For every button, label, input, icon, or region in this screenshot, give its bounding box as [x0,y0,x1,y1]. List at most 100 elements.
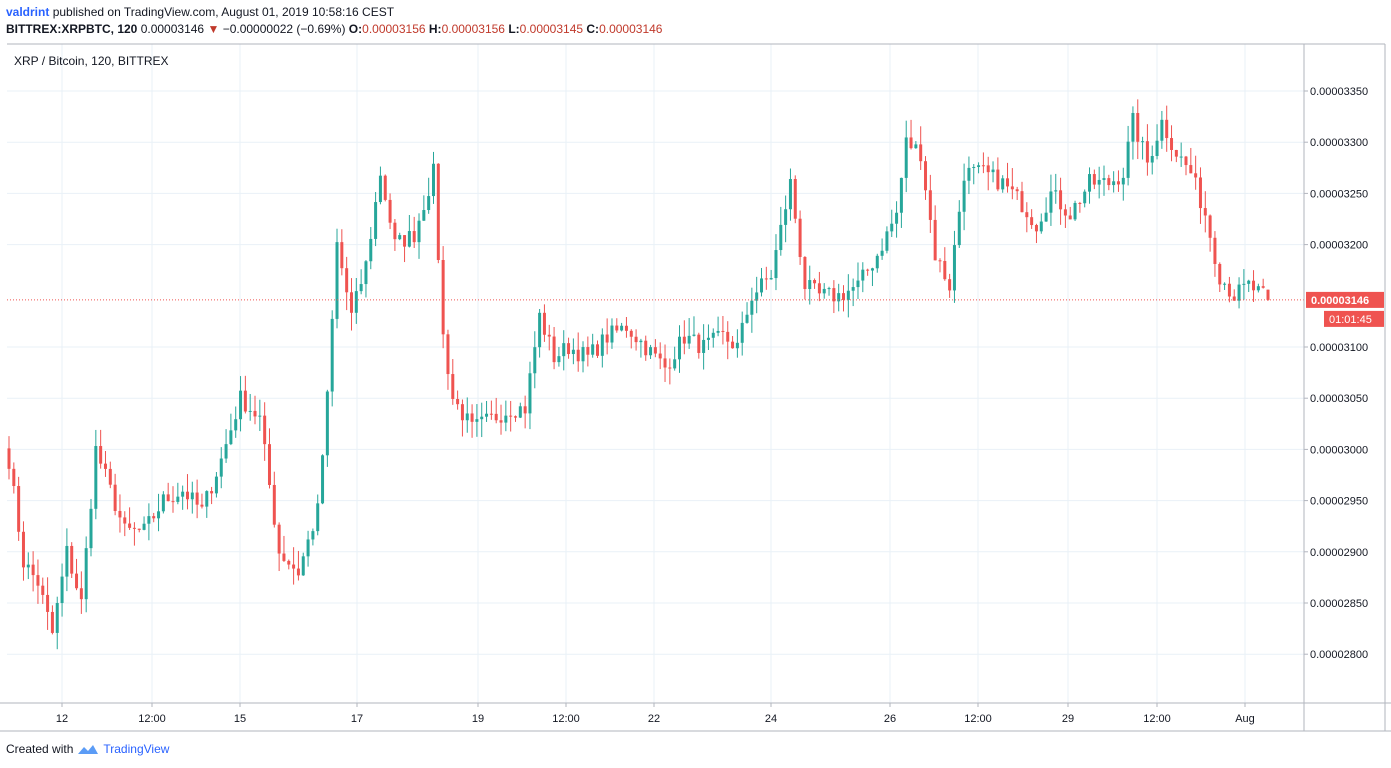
candle-body [624,325,628,331]
tradingview-brand[interactable]: TradingView [103,742,170,756]
time-tick-label: Aug [1235,713,1255,725]
candle-body [1102,178,1106,180]
candle-body [301,556,305,576]
price-axis[interactable]: 0.00002800 0.00002850 0.00002900 0.00002950… [1304,86,1384,661]
candle-body [1150,155,1154,163]
candle-body [924,161,928,191]
candle-body [682,336,686,344]
candle-body [229,430,233,445]
candle-body [750,300,754,315]
candle-body [518,406,522,418]
candle-body [764,278,768,280]
candle-body [316,503,320,532]
candle-body [1044,212,1048,222]
candle-body [412,231,416,243]
candle-body [292,564,296,569]
candle-body [784,209,788,225]
price-tick-label: 0.00002950 [1310,496,1368,508]
candle-body [991,169,995,173]
candle-body [793,179,797,219]
candle-body [108,468,112,485]
candle-body [200,504,204,507]
candle-body [779,224,783,251]
candle-body [885,231,889,251]
candle-body [1174,149,1178,157]
price-tick-label: 0.00003000 [1310,444,1368,456]
candle-body [369,238,373,262]
candle-body [919,144,923,162]
open-label: O: [348,22,363,36]
time-axis[interactable]: 12 12:00 15 17 19 12:00 22 24 26 12:00 29 12:00 Aug [56,703,1255,725]
tradingview-logo-icon[interactable] [77,742,99,756]
candle-body [287,560,291,565]
low-label: L: [508,22,520,36]
candle-body [41,585,45,595]
time-tick-label: 19 [472,713,484,725]
candle-body [190,492,194,500]
candle-body [1184,156,1188,166]
candle-body [272,484,276,525]
candle-body [972,166,976,168]
price-tick-label: 0.00003250 [1310,188,1368,200]
candle-body [605,334,609,343]
last-price: 0.00003146 [140,22,205,36]
candle-body [803,256,807,290]
candle-body [7,448,11,469]
candle-body [740,322,744,343]
candle-body [1170,138,1174,150]
candle-body [282,553,286,561]
candle-body [562,343,566,357]
candle-body [895,212,899,224]
candle-body [904,137,908,178]
candle-body [673,359,677,369]
candle-body [1237,284,1241,301]
candle-body [46,594,50,612]
candle-body [195,492,199,505]
candle-body [769,278,773,280]
candle-body [12,468,16,487]
candle-body [55,603,59,633]
low-value: 0.00003145 [519,22,584,36]
candle-body [996,169,1000,190]
candle-body [446,334,450,375]
time-tick-label: 12:00 [552,713,580,725]
candle-body [393,222,397,240]
candle-body [335,242,339,319]
candle-body [427,196,431,211]
candle-body [1054,190,1058,192]
candle-body [224,444,228,459]
candle-body [1256,286,1260,291]
candle-body [1049,191,1053,213]
candle-body [822,288,826,294]
candle-body [214,476,218,494]
candle-body [547,334,551,337]
candle-body [952,245,956,291]
author-name[interactable]: valdrint [6,5,50,19]
candle-body [1030,217,1034,226]
time-tick-label: 12:00 [138,713,166,725]
candle-body [1078,202,1082,204]
candle-body [70,545,74,574]
candle-body [523,406,527,414]
time-tick-label: 12 [56,713,68,725]
candle-body [330,318,334,392]
candle-body [31,564,35,576]
candle-body [610,325,614,343]
candle-body [837,293,841,302]
candle-body [470,413,474,422]
candle-body [50,611,54,633]
candle-body [702,339,706,353]
candle-body [349,292,353,313]
candle-body [1059,190,1063,210]
candle-body [1232,296,1236,301]
candle-body [17,486,21,532]
candle-body [842,293,846,300]
candle-body [1083,191,1087,204]
candle-body [1145,141,1149,163]
candle-body [398,235,402,240]
candle-body [21,531,25,568]
candle-body [1020,191,1024,213]
candle-body [210,491,214,494]
candle-body [967,167,971,181]
